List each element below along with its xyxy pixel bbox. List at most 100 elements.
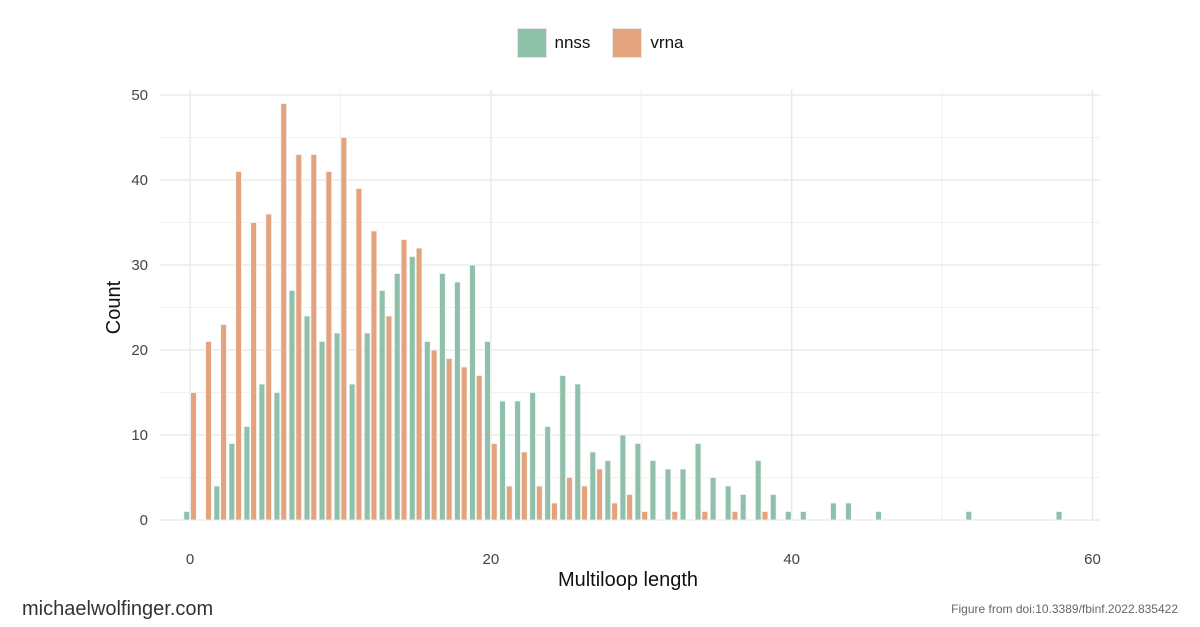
bar-vrna <box>671 511 679 521</box>
bar-vrna <box>400 239 408 521</box>
bar-nnss <box>288 290 296 521</box>
bar-vrna <box>310 154 318 521</box>
bar-nnss <box>619 434 627 521</box>
bar-nnss <box>258 383 266 521</box>
bar-nnss <box>228 443 236 521</box>
y-tick-label: 50 <box>131 87 148 104</box>
figure-source: Figure from doi:10.3389/fbinf.2022.83542… <box>951 602 1178 616</box>
bar-vrna <box>370 230 378 521</box>
bar-vrna <box>235 171 242 521</box>
bar-nnss <box>785 511 792 521</box>
bar-nnss <box>469 264 476 521</box>
bar-nnss <box>875 511 882 521</box>
bar-vrna <box>205 341 212 521</box>
bar-nnss <box>409 256 416 521</box>
bar-nnss <box>454 281 461 521</box>
site-credit[interactable]: michaelwolfinger.com <box>22 598 214 620</box>
bar-nnss <box>439 273 446 521</box>
bar-vrna <box>611 502 618 521</box>
legend-swatch-nnss <box>516 28 547 58</box>
bar-vrna <box>220 324 227 521</box>
legend-item-vrna: vrna <box>612 28 684 58</box>
bar-nnss <box>514 400 521 521</box>
bar-nnss <box>499 400 506 521</box>
legend-item-nnss: nnss <box>516 28 591 58</box>
x-axis-title: Multiloop length <box>558 569 698 591</box>
bar-nnss <box>965 511 973 521</box>
bar-nnss <box>800 511 807 521</box>
bar-nnss <box>213 485 221 521</box>
bar-vrna <box>596 468 603 521</box>
bar-vrna <box>641 511 648 521</box>
y-tick-label: 30 <box>131 257 148 274</box>
bar-nnss <box>739 494 747 521</box>
bar-nnss <box>830 502 837 521</box>
bar-vrna <box>340 137 348 521</box>
bar-vrna <box>521 451 528 521</box>
bar-vrna <box>581 485 588 521</box>
bar-vrna <box>280 103 287 521</box>
bar-vrna <box>506 485 513 521</box>
legend: nnss vrna <box>0 28 1200 58</box>
bar-vrna <box>551 502 558 521</box>
bar-vrna <box>325 171 333 521</box>
y-tick-label: 20 <box>131 342 148 359</box>
bar-vrna <box>701 511 709 521</box>
bar-nnss <box>183 511 190 521</box>
bar-nnss <box>709 477 717 521</box>
bar-nnss <box>664 468 672 521</box>
bar-nnss <box>529 392 536 521</box>
bar-vrna <box>761 511 769 521</box>
y-tick-label: 40 <box>131 172 148 189</box>
bar-nnss <box>393 273 401 521</box>
bar-nnss <box>754 460 762 521</box>
bar-vrna <box>445 358 453 521</box>
bar-vrna <box>475 375 483 521</box>
bar-nnss <box>694 443 702 521</box>
bar-nnss <box>273 392 281 521</box>
bar-vrna <box>490 443 498 521</box>
bar-nnss <box>333 332 341 521</box>
bar-nnss <box>348 383 356 521</box>
bar-vrna <box>295 154 303 521</box>
bar-vrna <box>385 315 393 521</box>
y-axis-title: Count <box>103 280 125 334</box>
bar-nnss <box>724 485 732 521</box>
bar-nnss <box>303 315 311 521</box>
bar-vrna <box>536 485 543 521</box>
legend-swatch-vrna <box>612 28 643 58</box>
bar-vrna <box>355 188 363 521</box>
x-tick-label: 60 <box>1084 551 1101 568</box>
bar-nnss <box>378 290 386 521</box>
bar-vrna <box>460 366 468 521</box>
bar-nnss <box>574 383 582 521</box>
bar-nnss <box>318 341 326 521</box>
legend-label-nnss: nnss <box>554 33 591 52</box>
x-tick-label: 40 <box>783 551 800 568</box>
x-tick-label: 0 <box>186 551 194 568</box>
x-tick-label: 20 <box>483 551 500 568</box>
bar-nnss <box>634 443 642 521</box>
bar-vrna <box>415 247 423 521</box>
bar-nnss <box>363 332 371 521</box>
bar-vrna <box>250 222 257 521</box>
bar-nnss <box>424 341 431 521</box>
y-tick-label: 0 <box>140 512 148 529</box>
bar-vrna <box>265 213 272 521</box>
bar-nnss <box>484 341 491 521</box>
bar-nnss <box>243 426 251 521</box>
bar-vrna <box>731 511 739 521</box>
bar-vrna <box>566 477 573 521</box>
legend-label-vrna: vrna <box>650 33 684 52</box>
bar-nnss <box>544 426 551 521</box>
bar-nnss <box>845 502 852 521</box>
bar-nnss <box>604 460 612 521</box>
bar-vrna <box>430 349 438 521</box>
bar-nnss <box>1055 511 1063 521</box>
bar-nnss <box>769 494 777 521</box>
bar-nnss <box>559 375 566 521</box>
bar-vrna <box>626 494 633 521</box>
bar-nnss <box>679 468 687 521</box>
y-tick-label: 10 <box>131 427 148 444</box>
